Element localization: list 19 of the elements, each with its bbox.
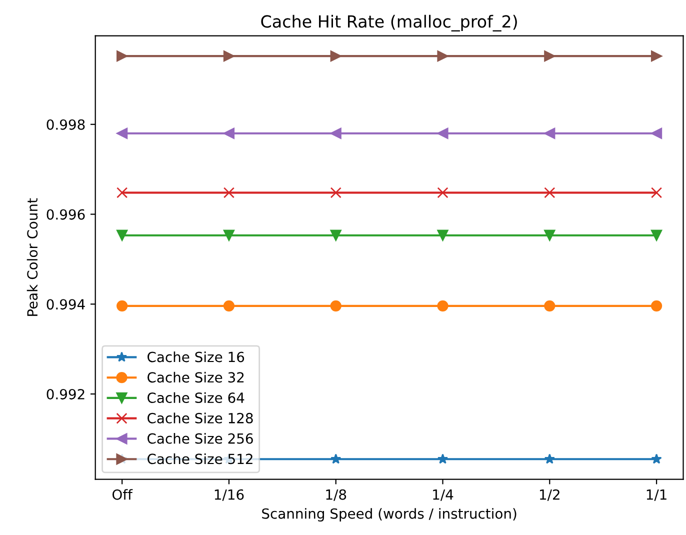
x-tick-label: Off: [112, 489, 133, 500]
x-tick-label: 1/8: [326, 489, 346, 501]
y-tick-label: 0.998: [46, 119, 85, 130]
y-tick-label: 0.996: [46, 209, 85, 220]
x-tick-label: 1/4: [433, 490, 454, 501]
x-tick-label: 1/2: [540, 489, 560, 501]
legend-label: Cache Size 128: [148, 412, 253, 424]
x-axis-title: Scanning Speed (words / instruction): [262, 508, 516, 522]
legend-label: Cache Size 64: [148, 392, 244, 404]
x-tick-label: 1/1: [646, 490, 666, 501]
y-tick-label: 0.994: [46, 299, 85, 310]
legend-label: Cache Size 32: [148, 372, 244, 383]
legend-label: Cache Size 512: [148, 453, 252, 464]
y-tick-label: 0.992: [46, 388, 84, 400]
chart-title: Cache Hit Rate (malloc_prof_2): [261, 14, 517, 32]
legend-label: Cache Size 256: [148, 433, 253, 444]
y-axis-title: Peak Color Count: [26, 198, 38, 316]
legend-label: Cache Size 16: [148, 351, 244, 362]
x-tick-label: 1/16: [214, 489, 244, 501]
